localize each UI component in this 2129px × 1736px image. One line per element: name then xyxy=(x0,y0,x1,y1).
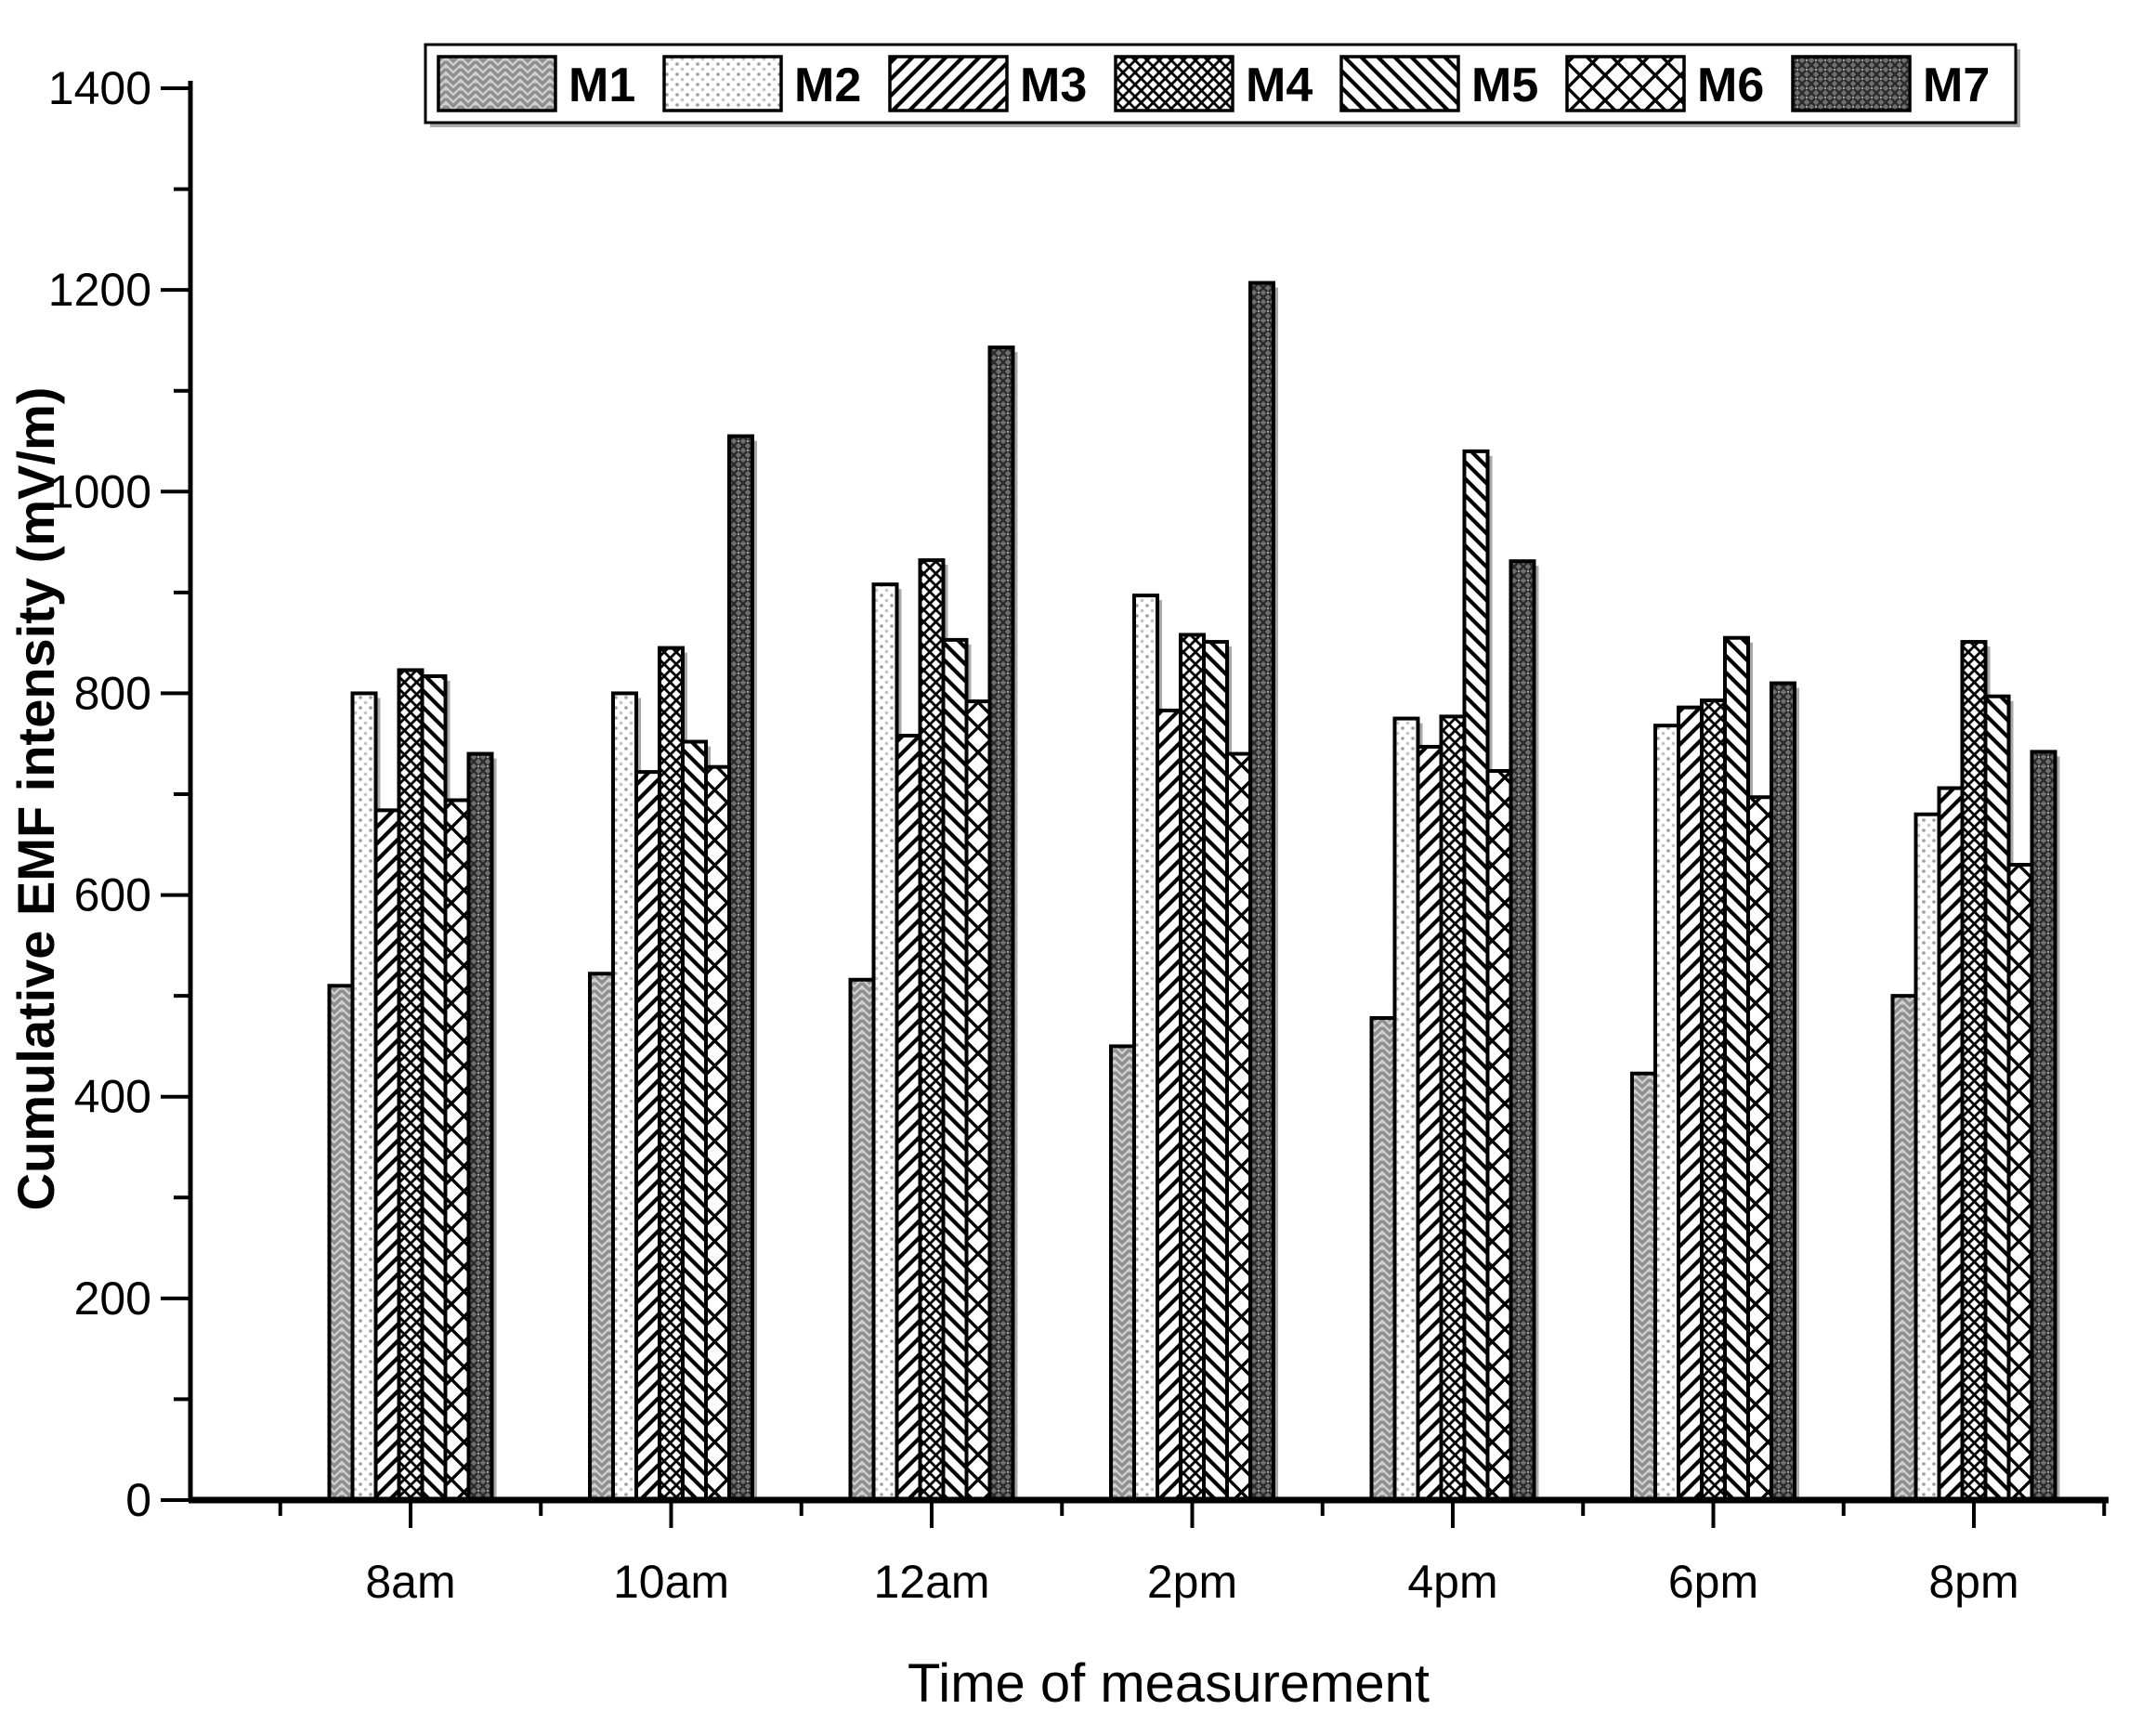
y-tick-label-1000: 1000 xyxy=(48,465,151,517)
bar-8am-M7 xyxy=(466,751,494,1502)
legend: M1 M2 M3 M4 M5 M6 M7 xyxy=(424,43,2020,127)
bar-8pm-M7 xyxy=(2030,750,2057,1502)
legend-label-M3: M3 xyxy=(1020,59,1087,112)
x-tick-label-2pm: 2pm xyxy=(1147,1556,1237,1608)
bar-8am-M5 xyxy=(420,673,448,1502)
bar-4pm-M2 xyxy=(1392,716,1420,1502)
bar-8am-M4 xyxy=(397,668,424,1502)
bar-2pm-M6 xyxy=(1225,751,1252,1502)
bar-8am-M3 xyxy=(373,808,401,1502)
bar-8pm-M6 xyxy=(2006,863,2034,1502)
x-tick-label-10am: 10am xyxy=(613,1556,729,1608)
bar-4pm-M3 xyxy=(1416,744,1443,1502)
legend-swatch-M7 xyxy=(1791,55,1912,112)
x-axis-ticks: 8am 10am 12am 2pm 4pm 6pm 8pm xyxy=(278,1500,2107,1608)
bar-4pm-M5 xyxy=(1462,449,1490,1502)
bar-10am-M4 xyxy=(658,646,685,1502)
bar-6pm-M5 xyxy=(1723,635,1750,1502)
y-tick-label-400: 400 xyxy=(74,1071,151,1123)
bar-6pm-M6 xyxy=(1746,795,1773,1502)
bar-2pm-M5 xyxy=(1202,640,1229,1502)
bar-12am-M2 xyxy=(871,582,899,1502)
bar-2pm-M7 xyxy=(1248,281,1275,1502)
bar-10am-M7 xyxy=(727,434,754,1503)
bar-4pm-M1 xyxy=(1369,1016,1397,1502)
bar-8pm-M3 xyxy=(1937,786,1965,1502)
bar-8am-M2 xyxy=(350,691,378,1502)
bar-4pm-M7 xyxy=(1509,559,1536,1502)
bar-12am-M1 xyxy=(848,977,876,1503)
y-tick-label-600: 600 xyxy=(74,869,151,921)
bar-2pm-M4 xyxy=(1179,633,1206,1502)
y-tick-label-200: 200 xyxy=(74,1273,151,1325)
bar-6pm-M1 xyxy=(1630,1071,1657,1502)
bar-8pm-M5 xyxy=(1983,694,2011,1502)
bar-6pm-M4 xyxy=(1700,698,1727,1502)
legend-swatch-M2 xyxy=(662,55,783,112)
bar-10am-M2 xyxy=(611,691,638,1502)
legend-swatch-M5 xyxy=(1339,55,1460,112)
bar-8pm-M1 xyxy=(1890,994,1918,1502)
legend-label-M5: M5 xyxy=(1471,59,1538,112)
x-tick-label-6pm: 6pm xyxy=(1668,1556,1758,1608)
bar-12am-M7 xyxy=(987,346,1015,1502)
legend-label-M4: M4 xyxy=(1246,59,1313,112)
x-tick-label-8pm: 8pm xyxy=(1928,1556,2018,1608)
legend-label-M2: M2 xyxy=(794,59,861,112)
bar-6pm-M7 xyxy=(1770,681,1796,1502)
y-tick-label-1400: 1400 xyxy=(48,62,151,114)
y-axis-title: Cumulative EMF intensity (mV/m) xyxy=(7,387,65,1211)
x-tick-label-8am: 8am xyxy=(365,1556,455,1608)
bar-8pm-M2 xyxy=(1913,812,1941,1502)
bar-12am-M5 xyxy=(941,637,969,1502)
bar-4pm-M6 xyxy=(1485,769,1513,1502)
bar-10am-M3 xyxy=(634,770,661,1502)
bar-12am-M4 xyxy=(918,558,946,1502)
bar-8am-M6 xyxy=(443,798,471,1502)
y-tick-label-800: 800 xyxy=(74,667,151,719)
y-tick-label-0: 0 xyxy=(125,1474,151,1526)
legend-swatch-M6 xyxy=(1565,55,1686,112)
legend-swatch-M4 xyxy=(1114,55,1234,112)
x-tick-label-4pm: 4pm xyxy=(1407,1556,1497,1608)
bar-2pm-M2 xyxy=(1132,594,1159,1502)
x-tick-label-12am: 12am xyxy=(873,1556,989,1608)
bar-10am-M6 xyxy=(704,764,731,1502)
y-axis-ticks: 0 200 400 600 800 1000 1200 1400 xyxy=(48,62,190,1526)
axes xyxy=(188,81,2109,1504)
bar-4pm-M4 xyxy=(1439,714,1467,1502)
bar-8am-M1 xyxy=(327,984,355,1503)
legend-swatch-M1 xyxy=(437,55,557,112)
bars xyxy=(327,281,2057,1503)
bar-10am-M5 xyxy=(681,739,708,1502)
y-tick-label-1200: 1200 xyxy=(48,264,151,316)
legend-label-M1: M1 xyxy=(568,59,635,112)
bar-6pm-M3 xyxy=(1677,705,1704,1502)
bar-2pm-M1 xyxy=(1109,1044,1136,1503)
bar-6pm-M2 xyxy=(1653,724,1680,1502)
bar-8pm-M4 xyxy=(1960,640,1988,1502)
legend-swatch-M3 xyxy=(888,55,1009,112)
x-axis-title: Time of measurement xyxy=(908,1653,1430,1714)
bar-12am-M3 xyxy=(895,734,922,1502)
bar-2pm-M3 xyxy=(1156,708,1182,1502)
bar-12am-M6 xyxy=(964,699,992,1502)
legend-label-M7: M7 xyxy=(1923,59,1990,112)
legend-label-M6: M6 xyxy=(1697,59,1764,112)
bar-10am-M1 xyxy=(588,972,615,1503)
